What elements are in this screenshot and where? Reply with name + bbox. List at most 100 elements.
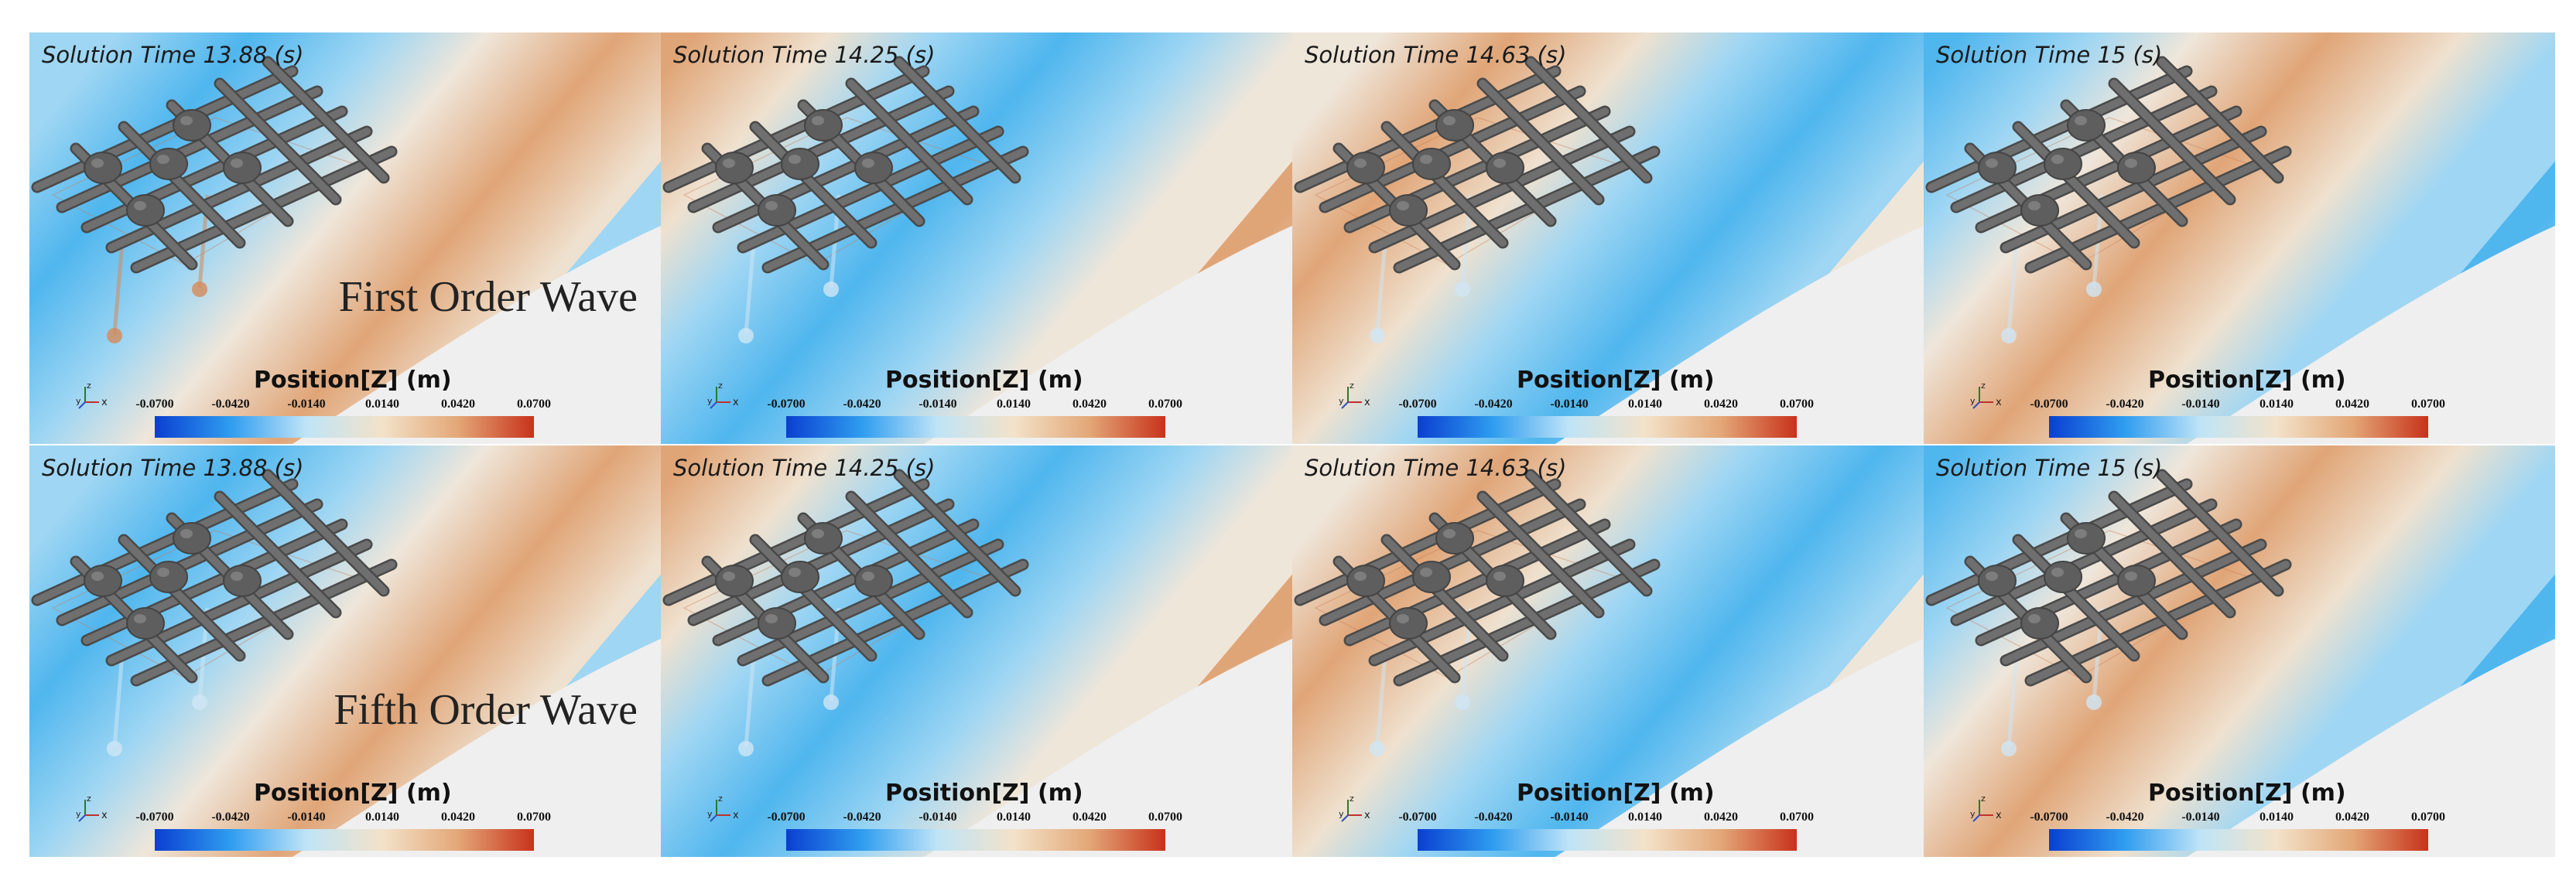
- legend-title: Position[Z] (m): [2148, 780, 2346, 807]
- colorbar-tick-label: 0.0700: [1780, 811, 1814, 824]
- colorbar-tick-label: -0.0700: [1398, 811, 1437, 824]
- colorbar: [786, 416, 1165, 438]
- svg-text:x: x: [1364, 397, 1370, 408]
- colorbar-tick-label: 0.0700: [517, 811, 551, 824]
- wave-surface-render: [1924, 445, 2555, 857]
- axis-triad-icon: zx y: [1970, 794, 2002, 822]
- svg-text:y: y: [707, 396, 713, 406]
- colorbar-tick-label: -0.0140: [287, 811, 326, 824]
- colorbar-tick-label: 0.0420: [2335, 398, 2369, 411]
- legend-title: Position[Z] (m): [885, 367, 1083, 394]
- wave-surface-render: [661, 445, 1292, 857]
- svg-text:z: z: [1981, 381, 1986, 391]
- colorbar-tick-label: -0.0140: [2181, 811, 2220, 824]
- colorbar-tick-label: 0.0140: [1628, 398, 1662, 411]
- svg-text:y: y: [1339, 396, 1344, 406]
- colorbar-tick-label: 0.0140: [997, 811, 1031, 824]
- svg-text:x: x: [101, 397, 108, 408]
- svg-text:y: y: [1970, 396, 1976, 406]
- colorbar-tick-label: -0.0140: [2181, 398, 2220, 411]
- colorbar-tick-label: 0.0700: [1780, 398, 1814, 411]
- wave-surface-render: [1292, 445, 1924, 857]
- legend-title: Position[Z] (m): [885, 780, 1083, 807]
- colorbar-tick-label: 0.0420: [2335, 811, 2369, 824]
- wave-surface-render: [29, 32, 661, 444]
- legend-title: Position[Z] (m): [1517, 780, 1715, 807]
- simulation-panel: Solution Time 15 (s) z x y Position[Z] (m) -0…: [1924, 445, 2555, 857]
- colorbar-tick-label: -0.0140: [1550, 398, 1589, 411]
- colorbar-tick-label: 0.0140: [365, 811, 399, 824]
- colorbar-tick-label: -0.0420: [1474, 398, 1513, 411]
- solution-time-label: Solution Time 14.63 (s): [1305, 42, 1567, 68]
- colorbar-tick-label: -0.0700: [135, 398, 174, 411]
- colorbar-tick-label: -0.0420: [843, 398, 881, 411]
- svg-text:x: x: [101, 810, 108, 821]
- axis-triad-icon: zx y: [76, 381, 108, 409]
- wave-order-label: Fifth Order Wave: [334, 686, 638, 734]
- svg-text:z: z: [1981, 794, 1986, 804]
- svg-text:z: z: [1350, 381, 1354, 391]
- colorbar-tick-label: 0.0140: [2260, 811, 2294, 824]
- colorbar-tick-label: -0.0420: [1474, 811, 1513, 824]
- svg-text:y: y: [707, 809, 713, 819]
- colorbar: [1418, 416, 1797, 438]
- colorbar-tick-label: -0.0420: [843, 811, 881, 824]
- colorbar-tick-label: 0.0700: [1148, 811, 1182, 824]
- solution-time-label: Solution Time 14.63 (s): [1305, 455, 1567, 481]
- svg-text:z: z: [87, 794, 91, 804]
- colorbar: [1418, 829, 1797, 851]
- svg-text:z: z: [718, 381, 723, 391]
- wave-surface-render: [661, 32, 1292, 444]
- colorbar-tick-label: 0.0700: [2411, 398, 2445, 411]
- solution-time-label: Solution Time 15 (s): [1936, 42, 2163, 68]
- colorbar-tick-label: -0.0420: [211, 398, 250, 411]
- axis-triad-icon: zx y: [707, 381, 739, 409]
- colorbar-tick-label: -0.0700: [2030, 398, 2068, 411]
- axis-triad-icon: zx y: [1970, 381, 2002, 409]
- svg-text:y: y: [1339, 809, 1344, 819]
- colorbar-tick-label: 0.0420: [441, 398, 475, 411]
- wave-order-label: First Order Wave: [338, 273, 638, 321]
- simulation-panel: Solution Time 14.25 (s) z x y Position[Z] (m…: [661, 445, 1292, 857]
- solution-time-label: Solution Time 13.88 (s): [42, 455, 304, 481]
- colorbar-tick-label: 0.0420: [1072, 811, 1107, 824]
- wave-surface-render: [1924, 32, 2555, 444]
- svg-text:x: x: [733, 397, 739, 408]
- colorbar-tick-label: -0.0140: [919, 398, 957, 411]
- colorbar-tick-label: -0.0140: [287, 398, 326, 411]
- colorbar-tick-label: -0.0700: [767, 398, 806, 411]
- simulation-panel: Solution Time 14.63 (s) z x y Position[Z] (m…: [1292, 445, 1924, 857]
- colorbar: [2049, 416, 2428, 438]
- colorbar-tick-label: 0.0140: [2260, 398, 2294, 411]
- colorbar-tick-label: 0.0700: [517, 398, 551, 411]
- colorbar: [786, 829, 1165, 851]
- colorbar-tick-label: 0.0700: [1148, 398, 1182, 411]
- solution-time-label: Solution Time 15 (s): [1936, 455, 2163, 481]
- svg-text:z: z: [1350, 794, 1354, 804]
- wave-surface-render: [1292, 32, 1924, 444]
- svg-text:y: y: [1970, 809, 1976, 819]
- axis-triad-icon: zx y: [1339, 794, 1370, 822]
- colorbar-tick-label: 0.0420: [1072, 398, 1107, 411]
- colorbar-tick-label: -0.0420: [211, 811, 250, 824]
- axis-triad-icon: zx y: [76, 794, 108, 822]
- wave-surface-render: [29, 445, 661, 857]
- colorbar-tick-label: -0.0700: [2030, 811, 2068, 824]
- colorbar: [155, 829, 534, 851]
- legend-title: Position[Z] (m): [254, 780, 452, 807]
- solution-time-label: Solution Time 14.25 (s): [673, 42, 936, 68]
- colorbar-tick-label: -0.0700: [767, 811, 806, 824]
- colorbar-tick-label: 0.0140: [1628, 811, 1662, 824]
- colorbar-tick-label: -0.0700: [1398, 398, 1437, 411]
- simulation-panel: Solution Time 13.88 (s) Fifth Order Wave z…: [29, 445, 661, 857]
- colorbar-tick-label: 0.0420: [441, 811, 475, 824]
- colorbar: [155, 416, 534, 438]
- svg-text:y: y: [76, 809, 81, 819]
- colorbar-tick-label: 0.0700: [2411, 811, 2445, 824]
- axis-triad-icon: zx y: [707, 794, 739, 822]
- colorbar-tick-label: 0.0140: [365, 398, 399, 411]
- solution-time-label: Solution Time 13.88 (s): [42, 42, 304, 68]
- colorbar-tick-label: 0.0140: [997, 398, 1031, 411]
- colorbar-tick-label: -0.0700: [135, 811, 174, 824]
